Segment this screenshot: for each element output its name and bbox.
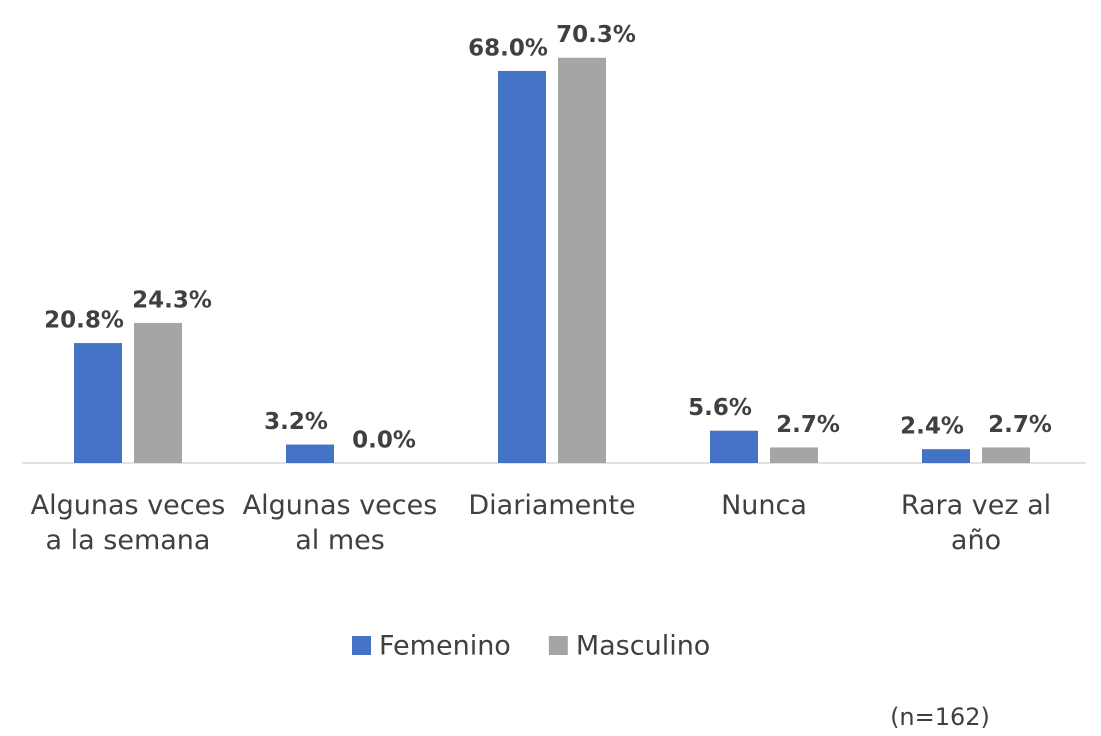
data-label: 2.7% [776, 412, 840, 438]
bar [558, 57, 606, 464]
note: (n=162) [890, 703, 990, 731]
x-tick-label: Rara vez al año [900, 490, 1052, 556]
x-tick-label: Algunas veces a la semana [30, 490, 226, 556]
legend-label: Masculino [576, 631, 711, 662]
data-label: 2.4% [900, 414, 964, 440]
x-tick-label: Diariamente [468, 490, 636, 521]
bar [134, 322, 182, 463]
legend-swatch [548, 636, 568, 655]
x-tick-label: Algunas veces al mes [242, 490, 438, 556]
data-label: 70.3% [556, 22, 636, 48]
data-label: 3.2% [264, 409, 328, 435]
data-label: 24.3% [132, 287, 212, 313]
data-label: 5.6% [688, 395, 752, 421]
bar [982, 447, 1030, 463]
legend-label: Femenino [379, 631, 511, 662]
bar [922, 449, 970, 463]
x-tick-label: Nunca [721, 490, 807, 521]
bar [770, 447, 818, 463]
bar [74, 343, 122, 463]
data-label: 0.0% [352, 428, 416, 454]
data-label: 68.0% [468, 35, 548, 61]
legend-swatch [352, 636, 371, 655]
bar [286, 444, 334, 463]
data-label: 20.8% [44, 308, 124, 334]
bar [710, 430, 758, 463]
data-label: 2.7% [988, 412, 1052, 438]
bar [498, 70, 546, 463]
